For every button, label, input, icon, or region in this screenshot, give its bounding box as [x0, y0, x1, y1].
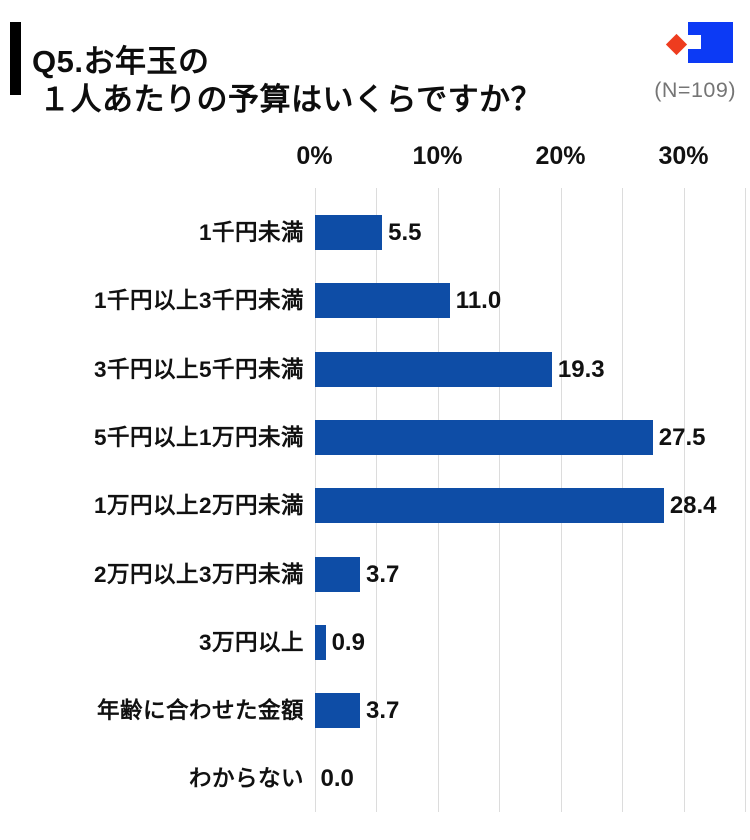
value-label: 3.7: [366, 560, 400, 588]
bar: [314, 419, 653, 455]
bar: [314, 351, 552, 387]
category-label: 3千円以上5千円未満: [93, 356, 304, 382]
category-label: わからない: [188, 766, 304, 792]
bar: [314, 215, 383, 250]
page-title-line-2: １人あたりの予算はいくらですか？: [39, 81, 543, 117]
bar: [314, 693, 360, 729]
bar: [314, 624, 326, 660]
category-label: 2万円以上3万円未満: [93, 561, 304, 587]
value-label: 5.5: [388, 219, 422, 246]
value-label: 27.5: [658, 423, 706, 451]
value-label: 3.7: [366, 697, 400, 725]
value-label: 19.3: [557, 355, 605, 383]
x-tick-label: 0%: [296, 142, 333, 170]
page-title-line-1: Q5.お年玉の: [32, 43, 210, 79]
bar: [314, 283, 450, 319]
category-label: 年齢に合わせた金額: [96, 698, 304, 724]
x-tick-label: 20%: [535, 142, 586, 170]
title-accent-bar: [10, 22, 21, 95]
gridline: [683, 188, 685, 812]
value-label: 0.9: [331, 628, 365, 656]
category-label: 1万円以上2万円未満: [93, 493, 304, 519]
category-label: 1千円以上3千円未満: [93, 288, 304, 314]
value-label: 28.4: [669, 492, 717, 520]
category-label: 5千円以上1万円未満: [93, 424, 304, 450]
gridline: [745, 188, 746, 812]
value-label: 0.0: [320, 765, 354, 793]
category-label: 3万円以上: [198, 629, 304, 655]
page-title: Q5.お年玉の １人あたりの予算はいくらですか？: [32, 43, 632, 119]
bar: [314, 556, 360, 592]
x-tick-label: 30%: [658, 142, 709, 170]
value-label: 11.0: [455, 287, 502, 315]
x-tick-label: 10%: [412, 142, 463, 170]
sample-size-label: (N=109): [654, 78, 736, 102]
bar: [314, 488, 664, 524]
category-label: 1千円未満: [198, 220, 304, 245]
